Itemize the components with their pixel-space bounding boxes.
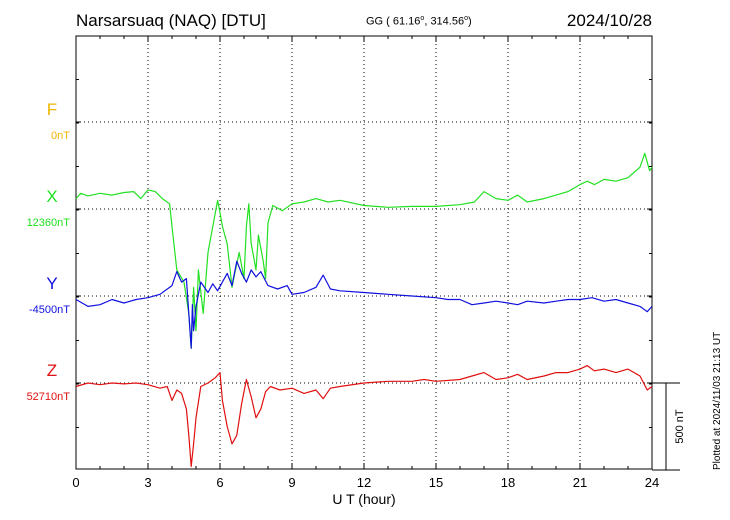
geographic-coords: GG ( 61.16o, 314.56o) bbox=[366, 15, 472, 28]
chart-date: 2024/10/28 bbox=[566, 11, 652, 30]
coords-lat: GG ( 61.16 bbox=[366, 15, 421, 28]
x-tick-label: 6 bbox=[216, 475, 223, 490]
scale-bar-label: 500 nT bbox=[674, 409, 686, 444]
component-label-x: X bbox=[46, 187, 57, 206]
station-title: Narsarsuaq (NAQ) [DTU] bbox=[76, 11, 266, 30]
x-tick-label: 0 bbox=[72, 475, 79, 490]
degree-icon: o bbox=[420, 15, 425, 22]
coords-lon: , 314.56 bbox=[424, 15, 465, 28]
x-axis-label: U T (hour) bbox=[332, 491, 395, 507]
series-line-x bbox=[75, 152, 653, 349]
baseline-value-z: 52710nT bbox=[27, 391, 71, 403]
series-line-z bbox=[75, 365, 653, 468]
degree-icon: o bbox=[464, 15, 468, 22]
x-tick-label: 15 bbox=[429, 475, 443, 490]
coords-end: ) bbox=[468, 15, 472, 28]
baseline-value-f: 0nT bbox=[51, 130, 70, 142]
x-tick-label: 12 bbox=[357, 475, 371, 490]
x-tick-label: 3 bbox=[144, 475, 151, 490]
baseline-value-x: 12360nT bbox=[27, 217, 71, 229]
x-tick-label: 21 bbox=[573, 475, 587, 490]
x-tick-label: 24 bbox=[645, 475, 659, 490]
x-tick-label: 18 bbox=[501, 475, 515, 490]
component-label-z: Z bbox=[47, 361, 57, 380]
component-label-y: Y bbox=[46, 274, 57, 293]
component-label-f: F bbox=[47, 100, 57, 119]
x-tick-label: 9 bbox=[288, 475, 295, 490]
baseline-value-y: -4500nT bbox=[29, 304, 70, 316]
series-line-y bbox=[75, 260, 653, 349]
